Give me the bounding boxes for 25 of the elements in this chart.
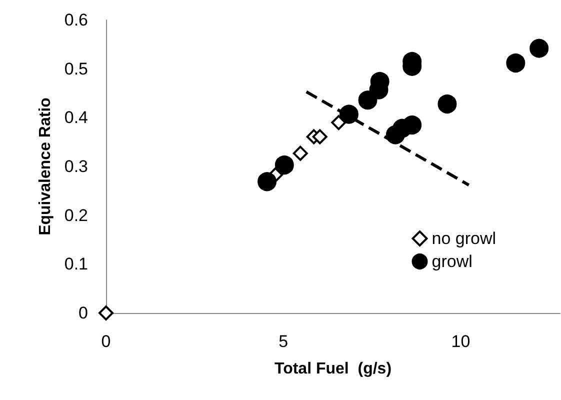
legend-label: no growl (432, 229, 496, 248)
point (506, 53, 526, 72)
y-tick-label: 0.4 (64, 108, 88, 128)
point (312, 129, 328, 144)
x-tick-label: 0 (101, 332, 111, 351)
x-tick-label: 5 (278, 332, 288, 351)
point (530, 38, 549, 58)
point (274, 156, 294, 175)
point (358, 90, 378, 110)
y-tick-label: 0 (78, 304, 88, 322)
point (292, 146, 308, 161)
point (438, 94, 457, 114)
point (98, 306, 114, 320)
y-tick-label: 0.6 (64, 10, 88, 30)
point (258, 172, 277, 192)
y-tick-label: 0.1 (64, 254, 88, 274)
x-tick-label: 10 (451, 332, 470, 351)
y-tick-label: 0.5 (64, 59, 88, 78)
point (331, 115, 346, 130)
x-axis-title: Total Fuel (g/s) (274, 360, 392, 378)
y-tick-label: 0.3 (64, 157, 88, 176)
y-tick-label: 0.2 (64, 206, 88, 225)
legend-label: growl (432, 252, 472, 271)
point (402, 115, 422, 134)
y-axis-title: Equivalence Ratio (36, 97, 54, 236)
